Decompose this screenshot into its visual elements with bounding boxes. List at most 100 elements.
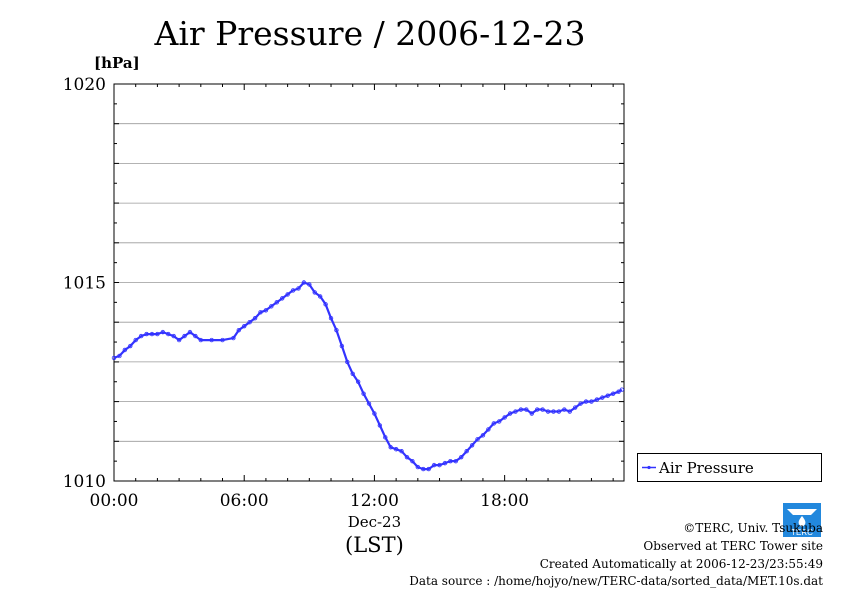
data-point <box>372 411 377 416</box>
x-axis-label: (LST) <box>345 533 404 557</box>
data-point <box>187 329 193 335</box>
data-point <box>480 433 486 438</box>
data-point <box>155 331 160 337</box>
footer-credit: ©TERC, Univ. Tsukuba <box>683 521 823 535</box>
data-point <box>350 371 355 377</box>
data-point <box>247 320 252 325</box>
data-point <box>578 401 583 406</box>
data-point <box>366 401 372 406</box>
data-point <box>138 333 144 339</box>
data-point <box>160 329 166 335</box>
x-tick-label: 12:00 <box>350 491 399 511</box>
data-point <box>453 458 459 464</box>
data-point <box>469 443 475 448</box>
data-point <box>377 423 383 428</box>
data-point <box>421 466 426 472</box>
data-point <box>290 288 296 293</box>
data-point <box>410 458 415 464</box>
data-point <box>279 296 285 301</box>
data-point <box>182 333 187 339</box>
data-point <box>448 458 453 464</box>
data-point <box>171 333 176 339</box>
data-point <box>144 331 149 337</box>
data-point <box>231 335 236 341</box>
data-point <box>529 411 534 416</box>
data-point <box>149 331 155 337</box>
data-point <box>619 387 625 392</box>
data-point <box>258 310 263 315</box>
data-point <box>361 391 366 396</box>
data-point <box>589 399 594 404</box>
x-date-label: Dec-23 <box>348 513 401 531</box>
data-point <box>307 282 312 287</box>
data-point <box>176 337 182 343</box>
y-tick-label: 1010 <box>63 472 106 492</box>
data-point <box>518 407 524 412</box>
legend: Air Pressure <box>637 453 822 482</box>
data-point <box>534 407 540 412</box>
series-line-air-pressure <box>113 281 623 471</box>
data-point <box>242 323 247 329</box>
data-point <box>312 290 317 295</box>
data-point <box>502 415 507 420</box>
y-tick-label: 1020 <box>63 75 106 95</box>
data-point <box>166 331 171 337</box>
data-point <box>122 347 128 353</box>
legend-label: Air Pressure <box>659 459 754 477</box>
y-axis-unit: [hPa] <box>94 54 140 72</box>
data-point <box>616 389 621 394</box>
data-point <box>567 409 572 414</box>
footer-observed: Observed at TERC Tower site <box>643 539 823 553</box>
data-point <box>296 286 301 291</box>
data-point <box>497 419 502 424</box>
data-point <box>274 300 279 305</box>
data-point <box>209 337 214 343</box>
data-point <box>198 337 204 343</box>
data-point <box>556 409 562 414</box>
data-point <box>252 316 258 321</box>
data-point <box>426 466 431 472</box>
data-point <box>236 327 241 333</box>
chart-title: Air Pressure / 2006-12-23 <box>154 14 586 53</box>
data-point <box>128 343 133 349</box>
data-point <box>323 302 328 307</box>
data-point <box>486 427 491 432</box>
data-point <box>393 447 399 452</box>
x-tick-label: 06:00 <box>220 491 269 511</box>
footer-source: Data source : /home/hojyo/new/TERC-data/… <box>409 574 823 588</box>
data-point <box>193 333 198 339</box>
data-point <box>540 407 545 412</box>
data-point <box>263 308 269 313</box>
data-point <box>572 405 578 410</box>
data-point <box>600 395 605 400</box>
terc-logo-icon: TERC <box>783 503 821 537</box>
data-point <box>388 445 393 450</box>
data-point <box>339 343 345 349</box>
data-point <box>328 316 334 321</box>
data-point <box>269 304 274 309</box>
data-point <box>507 411 513 416</box>
data-point <box>524 407 529 412</box>
data-point <box>383 435 388 440</box>
data-point <box>464 449 469 454</box>
data-point <box>301 280 307 285</box>
data-point <box>111 355 117 361</box>
data-point <box>491 421 496 426</box>
data-point <box>220 337 225 343</box>
footer-created: Created Automatically at 2006-12-23/23:5… <box>539 557 823 571</box>
data-point <box>133 337 138 343</box>
x-tick-label: 18:00 <box>480 491 529 511</box>
data-point <box>317 294 323 299</box>
data-point <box>345 359 350 365</box>
legend-swatch <box>642 465 656 470</box>
data-point <box>334 327 339 333</box>
data-point <box>610 391 616 396</box>
svg-text:TERC: TERC <box>791 528 813 537</box>
data-point <box>605 393 610 398</box>
data-point <box>551 409 556 414</box>
data-point <box>583 399 589 404</box>
data-point <box>442 460 448 466</box>
data-point <box>399 449 404 454</box>
data-point <box>431 462 437 468</box>
data-point <box>117 353 122 359</box>
